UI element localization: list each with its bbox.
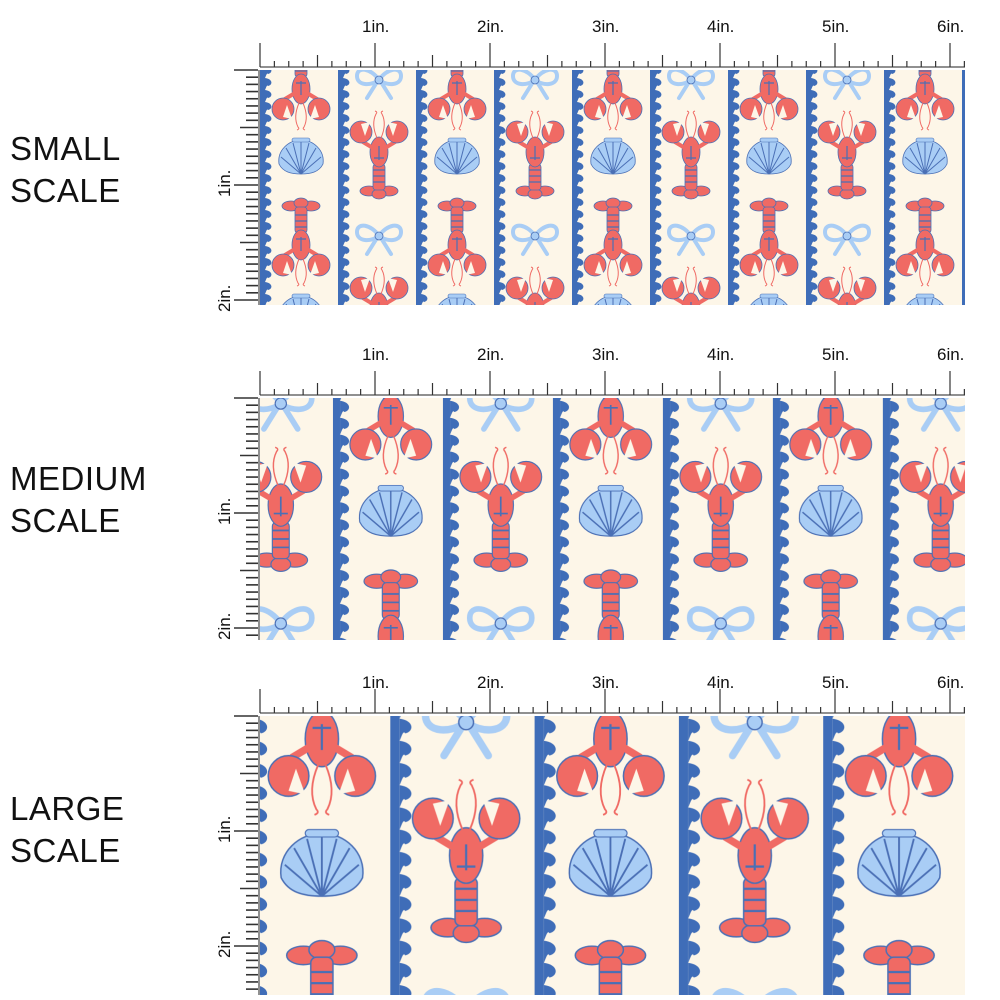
- label-line: LARGE: [10, 790, 125, 827]
- label-line: SCALE: [10, 172, 121, 209]
- ruler-inch-label: 1in.: [215, 816, 234, 843]
- ruler-inch-label: 1in.: [362, 345, 389, 364]
- ruler-inch-label: 6in.: [937, 673, 964, 692]
- ruler-inch-label: 2in.: [215, 285, 234, 312]
- ruler-inch-label: 2in.: [477, 345, 504, 364]
- ruler-inch-label: 2in.: [477, 673, 504, 692]
- label-line: SCALE: [10, 502, 121, 539]
- ruler-inch-label: 2in.: [477, 17, 504, 36]
- large-side-ruler: 1in. 2in.: [215, 715, 260, 995]
- ruler-inch-label: 3in.: [592, 345, 619, 364]
- small-fabric-swatch: [260, 70, 965, 305]
- ruler-inch-label: 1in.: [215, 498, 234, 525]
- ruler-inch-label: 4in.: [707, 17, 734, 36]
- ruler-inch-label: 1in.: [215, 170, 234, 197]
- medium-scale-label: MEDIUM SCALE: [10, 458, 147, 542]
- small-scale-label: SMALL SCALE: [10, 128, 121, 212]
- ruler-inch-label: 5in.: [822, 17, 849, 36]
- label-line: SCALE: [10, 832, 121, 869]
- medium-top-ruler: 1in. 2in. 3in. 4in. 5in. 6in.: [259, 345, 965, 396]
- label-line: MEDIUM: [10, 460, 147, 497]
- ruler-inch-label: 5in.: [822, 673, 849, 692]
- ruler-inch-label: 4in.: [707, 673, 734, 692]
- medium-side-ruler: 1in. 2in.: [215, 397, 260, 640]
- large-scale-label: LARGE SCALE: [10, 788, 124, 872]
- small-side-ruler: 1in. 2in.: [215, 69, 260, 312]
- medium-scale-swatch-group: 1in. 2in. 3in. 4in. 5in. 6in. 1in. 2in.: [215, 345, 965, 640]
- ruler-inch-label: 5in.: [822, 345, 849, 364]
- ruler-inch-label: 4in.: [707, 345, 734, 364]
- medium-fabric-swatch: [260, 398, 965, 640]
- small-scale-swatch-group: 1in. 2in. 3in. 4in. 5in. 6in. 1in. 2in.: [215, 17, 965, 312]
- ruler-inch-label: 3in.: [592, 673, 619, 692]
- large-scale-swatch-group: 1in. 2in. 3in. 4in. 5in. 6in. 1in. 2in.: [215, 673, 965, 995]
- ruler-inch-label: 1in.: [362, 673, 389, 692]
- small-top-ruler: 1in. 2in. 3in. 4in. 5in. 6in.: [259, 17, 965, 68]
- ruler-inch-label: 6in.: [937, 345, 964, 364]
- large-fabric-swatch: [260, 716, 965, 995]
- ruler-inch-label: 2in.: [215, 931, 234, 958]
- ruler-inch-label: 1in.: [362, 17, 389, 36]
- ruler-inch-label: 3in.: [592, 17, 619, 36]
- label-line: SMALL: [10, 130, 121, 167]
- ruler-inch-label: 2in.: [215, 613, 234, 640]
- large-top-ruler: 1in. 2in. 3in. 4in. 5in. 6in.: [259, 673, 965, 714]
- ruler-inch-label: 6in.: [937, 17, 964, 36]
